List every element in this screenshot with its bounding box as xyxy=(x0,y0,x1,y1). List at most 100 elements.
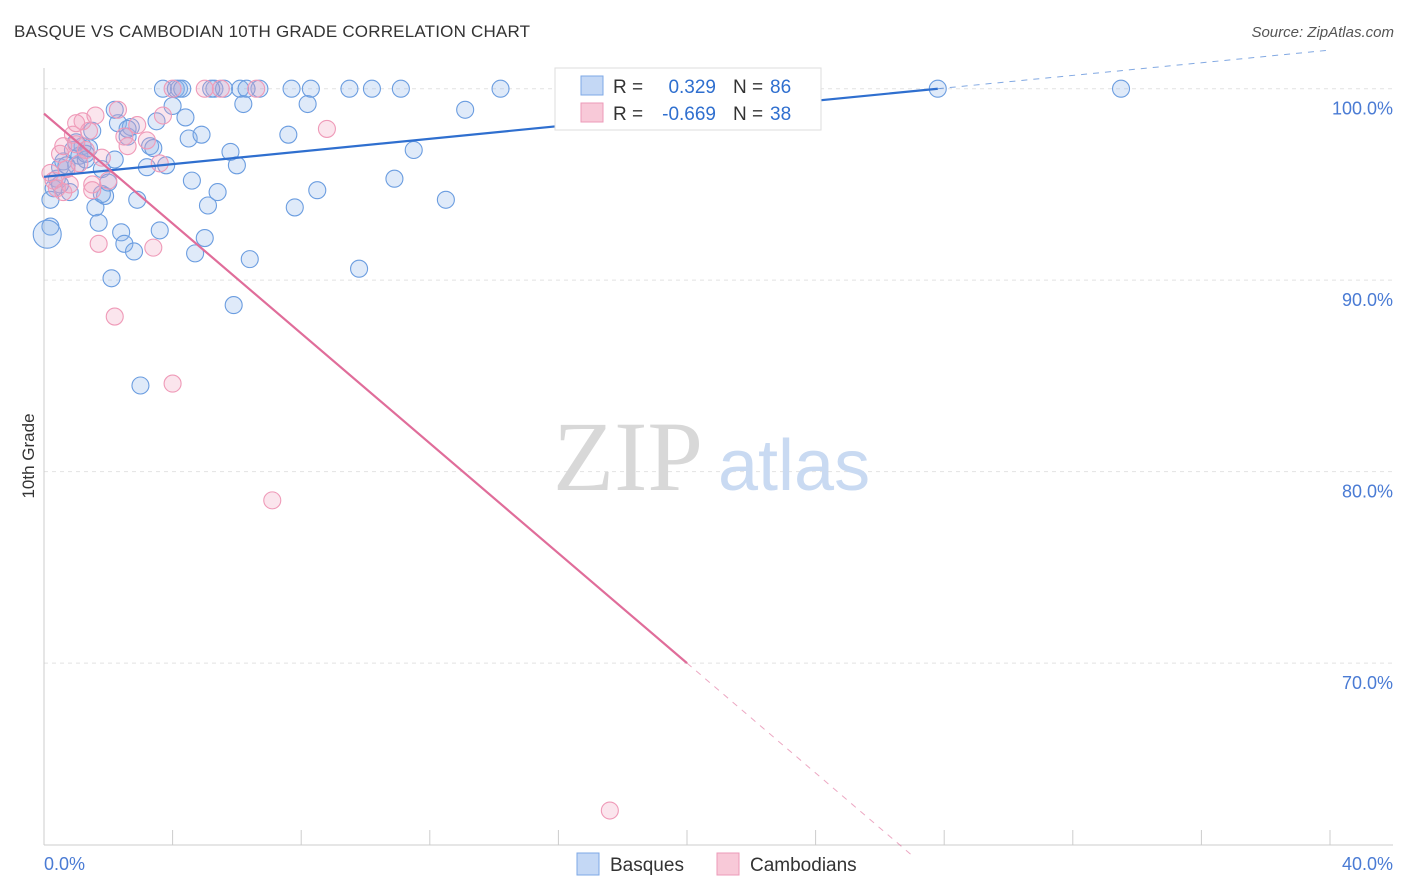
cambodians-point xyxy=(263,491,282,510)
cambodians-point xyxy=(195,79,214,98)
gridlines xyxy=(44,88,1393,664)
cambodians-point xyxy=(600,801,619,820)
cambodians-trend-line xyxy=(43,112,688,664)
cambodians-point xyxy=(317,119,336,138)
basques-point xyxy=(195,229,214,248)
cambodians-point xyxy=(211,79,230,98)
cambodians-trend-extension xyxy=(686,662,913,856)
basques-point xyxy=(192,125,211,144)
basques-point xyxy=(298,94,317,114)
basques-point xyxy=(362,79,381,98)
basques-point xyxy=(285,198,304,217)
cambodians-point xyxy=(86,106,105,125)
chart-title: BASQUE VS CAMBODIAN 10TH GRADE CORRELATI… xyxy=(14,22,531,41)
y-tick-label: 70.0% xyxy=(1342,673,1393,693)
watermark-atlas: atlas xyxy=(718,426,870,506)
cambodians-points xyxy=(41,79,619,820)
cambodians-point xyxy=(115,127,134,146)
basques-point xyxy=(32,219,62,249)
basques-point xyxy=(224,296,243,315)
cambodians-point xyxy=(153,106,173,125)
cambodians-point xyxy=(54,183,73,202)
basques-point xyxy=(124,242,144,261)
cambodians-point xyxy=(150,154,169,173)
legend-r-label-2: R = xyxy=(613,104,643,125)
chart-source: Source: ZipAtlas.com xyxy=(1251,24,1394,41)
y-tick-label: 80.0% xyxy=(1342,482,1393,502)
basques-point xyxy=(89,213,108,232)
basques-point xyxy=(102,269,121,288)
basques-point xyxy=(491,79,510,98)
basques-point xyxy=(240,250,259,269)
basques-point xyxy=(112,223,131,242)
cambodians-point xyxy=(163,79,182,98)
cambodians-point xyxy=(92,148,111,167)
cambodians-point xyxy=(108,100,127,119)
basques-point xyxy=(131,376,150,395)
basques-point xyxy=(121,117,140,137)
legend-n-label-2: N = xyxy=(733,104,763,125)
cambodians-point xyxy=(67,114,86,133)
watermark: ZIP atlas xyxy=(553,401,870,512)
stats-legend: R = 0.329 N = 86 R = -0.669 N = 38 xyxy=(554,67,822,131)
legend-r-value-1: 0.329 xyxy=(668,77,716,98)
basques-point xyxy=(141,137,160,156)
basques-point xyxy=(301,79,320,98)
legend-n-value-2: 38 xyxy=(770,104,791,125)
bottom-swatch-cambodians xyxy=(716,852,740,876)
y-axis-title: 10th Grade xyxy=(19,413,38,498)
basques-point xyxy=(115,234,134,253)
series-legend: Basques Cambodians xyxy=(576,852,857,876)
y-tick-label: 90.0% xyxy=(1342,290,1393,310)
cambodians-point xyxy=(118,137,137,156)
cambodians-point xyxy=(89,234,108,253)
basques-point xyxy=(436,190,455,209)
legend-n-label-1: N = xyxy=(733,77,763,98)
cambodians-point xyxy=(105,307,124,326)
cambodians-point xyxy=(60,175,79,194)
basques-point xyxy=(237,79,256,98)
basques-point xyxy=(234,94,253,114)
basques-point xyxy=(340,79,359,98)
basques-point xyxy=(350,259,369,278)
basques-point xyxy=(308,181,327,200)
basques-point xyxy=(1111,79,1131,98)
basques-point xyxy=(456,100,475,119)
basques-point xyxy=(182,171,201,190)
cambodians-point xyxy=(54,137,73,156)
cambodians-point xyxy=(144,238,163,257)
basques-point xyxy=(208,183,227,202)
basques-point xyxy=(202,79,221,98)
legend-n-value-1: 86 xyxy=(770,77,791,98)
basques-point xyxy=(173,79,192,98)
cambodians-point xyxy=(247,79,266,98)
basques-point xyxy=(144,139,163,158)
x-tick-label-max: 40.0% xyxy=(1342,854,1393,874)
basques-trend-extension xyxy=(937,49,1331,90)
basques-point xyxy=(153,79,173,98)
legend-r-label-1: R = xyxy=(613,77,643,98)
cambodians-point xyxy=(83,181,102,200)
basques-point xyxy=(404,140,423,160)
basques-point xyxy=(186,244,205,263)
basques-point xyxy=(282,79,301,98)
basques-point xyxy=(385,169,404,188)
basques-points xyxy=(32,79,1131,395)
legend-swatch-cambodians xyxy=(580,102,604,123)
basques-point xyxy=(198,196,218,215)
cambodians-point xyxy=(99,171,118,190)
axes xyxy=(43,68,1393,846)
legend-swatch-basques xyxy=(580,75,604,96)
bottom-swatch-basques xyxy=(576,852,600,876)
cambodians-point xyxy=(163,374,182,393)
basques-point xyxy=(176,108,195,127)
legend-r-value-2: -0.669 xyxy=(662,104,716,125)
y-tick-label: 100.0% xyxy=(1332,99,1393,119)
watermark-zip: ZIP xyxy=(553,401,703,512)
basques-point xyxy=(150,221,169,240)
cambodians-point xyxy=(128,116,147,135)
basques-point xyxy=(279,125,298,144)
basques-point xyxy=(391,79,410,98)
basques-point xyxy=(231,79,250,98)
